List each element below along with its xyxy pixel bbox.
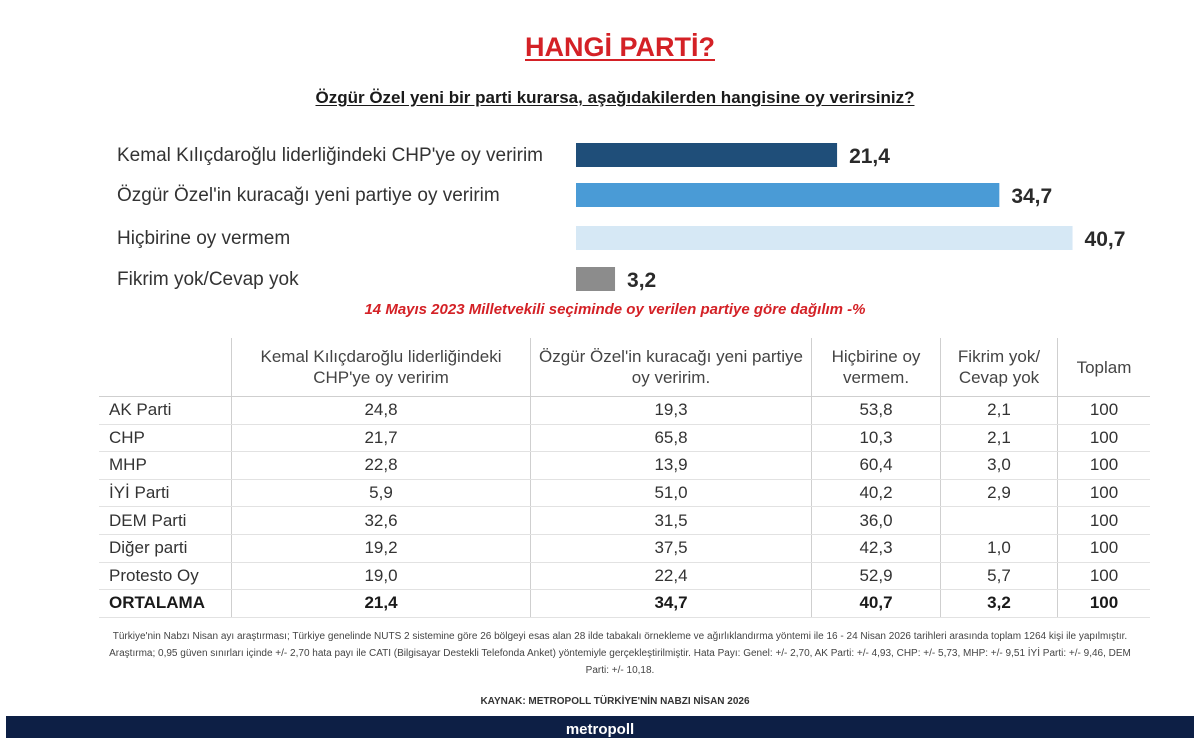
- table-cell-none: 53,8: [811, 396, 941, 425]
- table-header-kk-chp: Kemal Kılıçdaroğlu liderliğindeki CHP'ye…: [231, 338, 531, 397]
- page-title: HANGİ PARTİ?: [0, 32, 1200, 63]
- bar-category-label: Fikrim yok/Cevap yok: [117, 269, 299, 290]
- table-cell-kk-chp: 24,8: [231, 396, 531, 425]
- table-header-party: [99, 338, 232, 397]
- table-cell-party: AK Parti: [99, 396, 232, 425]
- table-cell-total: 100: [1057, 396, 1150, 425]
- bar: [576, 267, 616, 291]
- survey-question: Özgür Özel yeni bir parti kurarsa, aşağı…: [315, 88, 915, 107]
- table-cell-total: 100: [1057, 506, 1150, 535]
- table-row: İYİ Parti 5,9 51,0 40,2 2,9 100: [99, 479, 1150, 508]
- table-row: CHP 21,7 65,8 10,3 2,1 100: [99, 424, 1150, 453]
- table-cell-new-party: 37,5: [530, 534, 812, 563]
- table-cell-none: 40,7: [811, 589, 941, 618]
- brand-name: metropoll: [565, 721, 635, 738]
- brand-footer: metropoll: [6, 716, 1194, 738]
- table-header-no-opinion: Fikrim yok/ Cevap yok: [940, 338, 1058, 397]
- table-cell-kk-chp: 22,8: [231, 451, 531, 480]
- table-row: MHP 22,8 13,9 60,4 3,0 100: [99, 451, 1150, 480]
- table-subtitle: 14 Mayıs 2023 Milletvekili seçiminde oy …: [364, 301, 866, 318]
- table-cell-kk-chp: 19,0: [231, 562, 531, 591]
- table-cell-no-opinion: 5,7: [940, 562, 1058, 591]
- table-cell-party: İYİ Parti: [99, 479, 232, 508]
- table-cell-no-opinion: 2,1: [940, 396, 1058, 425]
- table-row: Protesto Oy 19,0 22,4 52,9 5,7 100: [99, 562, 1150, 591]
- bar-value-label: 34,7: [1011, 185, 1052, 208]
- table-cell-kk-chp: 5,9: [231, 479, 531, 508]
- table-row: Diğer parti 19,2 37,5 42,3 1,0 100: [99, 534, 1150, 563]
- table-cell-new-party: 19,3: [530, 396, 812, 425]
- bar-value-label: 40,7: [1085, 228, 1126, 251]
- table-header-none: Hiçbirine oy vermem.: [811, 338, 941, 397]
- table-cell-new-party: 51,0: [530, 479, 812, 508]
- table-cell-none: 10,3: [811, 424, 941, 453]
- table-cell-kk-chp: 21,7: [231, 424, 531, 453]
- table-body: AK Parti 24,8 19,3 53,8 2,1 100 CHP 21,7 65,8 10,…: [99, 396, 1150, 618]
- bar-category-label: Kemal Kılıçdaroğlu liderliğindeki CHP'ye…: [117, 145, 544, 166]
- table-cell-new-party: 34,7: [530, 589, 812, 618]
- bar: [576, 183, 1000, 207]
- bar-value-label: 21,4: [849, 145, 890, 168]
- table-average-row: ORTALAMA 21,4 34,7 40,7 3,2 100: [99, 589, 1150, 618]
- table-cell-no-opinion: 1,0: [940, 534, 1058, 563]
- distribution-table: Kemal Kılıçdaroğlu liderliğindeki CHP'ye…: [99, 338, 1150, 618]
- table-cell-none: 42,3: [811, 534, 941, 563]
- methodology-footnote: Türkiye'nin Nabzı Nisan ayı araştırması;…: [109, 631, 1131, 676]
- table-cell-total: 100: [1057, 479, 1150, 508]
- table-cell-new-party: 31,5: [530, 506, 812, 535]
- table-cell-none: 52,9: [811, 562, 941, 591]
- source-line: KAYNAK: METROPOLL TÜRKİYE'NİN NABZI NİSA…: [480, 696, 750, 707]
- table-cell-new-party: 22,4: [530, 562, 812, 591]
- table-cell-kk-chp: 21,4: [231, 589, 531, 618]
- table-row: DEM Parti 32,6 31,5 36,0 100: [99, 506, 1150, 535]
- table-cell-none: 60,4: [811, 451, 941, 480]
- table-cell-new-party: 13,9: [530, 451, 812, 480]
- table-cell-total: 100: [1057, 534, 1150, 563]
- bar: [576, 226, 1073, 250]
- bar: [576, 143, 838, 167]
- bar-category-label: Özgür Özel'in kuracağı yeni partiye oy v…: [117, 185, 500, 206]
- table-cell-kk-chp: 32,6: [231, 506, 531, 535]
- table-header-total: Toplam: [1057, 338, 1150, 397]
- bar-category-label: Hiçbirine oy vermem: [117, 228, 291, 249]
- table-cell-new-party: 65,8: [530, 424, 812, 453]
- table-cell-party: MHP: [99, 451, 232, 480]
- table-header-new-party: Özgür Özel'in kuracağı yeni partiye oy v…: [530, 338, 812, 397]
- table-row: AK Parti 24,8 19,3 53,8 2,1 100: [99, 396, 1150, 425]
- table-cell-no-opinion: [940, 506, 1058, 535]
- table-cell-total: 100: [1057, 589, 1150, 618]
- page-title-text: HANGİ PARTİ?: [525, 32, 715, 62]
- table-cell-no-opinion: 2,9: [940, 479, 1058, 508]
- table-cell-total: 100: [1057, 562, 1150, 591]
- table-header-row: Kemal Kılıçdaroğlu liderliğindeki CHP'ye…: [99, 338, 1150, 397]
- table-cell-none: 40,2: [811, 479, 941, 508]
- table-cell-party: Protesto Oy: [99, 562, 232, 591]
- table-cell-no-opinion: 2,1: [940, 424, 1058, 453]
- table-cell-no-opinion: 3,0: [940, 451, 1058, 480]
- table-cell-party: ORTALAMA: [99, 589, 232, 618]
- bar-value-label: 3,2: [627, 269, 656, 292]
- table-cell-no-opinion: 3,2: [940, 589, 1058, 618]
- table-cell-total: 100: [1057, 451, 1150, 480]
- table-cell-party: Diğer parti: [99, 534, 232, 563]
- table-cell-kk-chp: 19,2: [231, 534, 531, 563]
- bar-chart: 21,4 34,7 40,7 3,2: [576, 143, 1126, 292]
- table-cell-party: DEM Parti: [99, 506, 232, 535]
- table-cell-none: 36,0: [811, 506, 941, 535]
- table-cell-total: 100: [1057, 424, 1150, 453]
- table-cell-party: CHP: [99, 424, 232, 453]
